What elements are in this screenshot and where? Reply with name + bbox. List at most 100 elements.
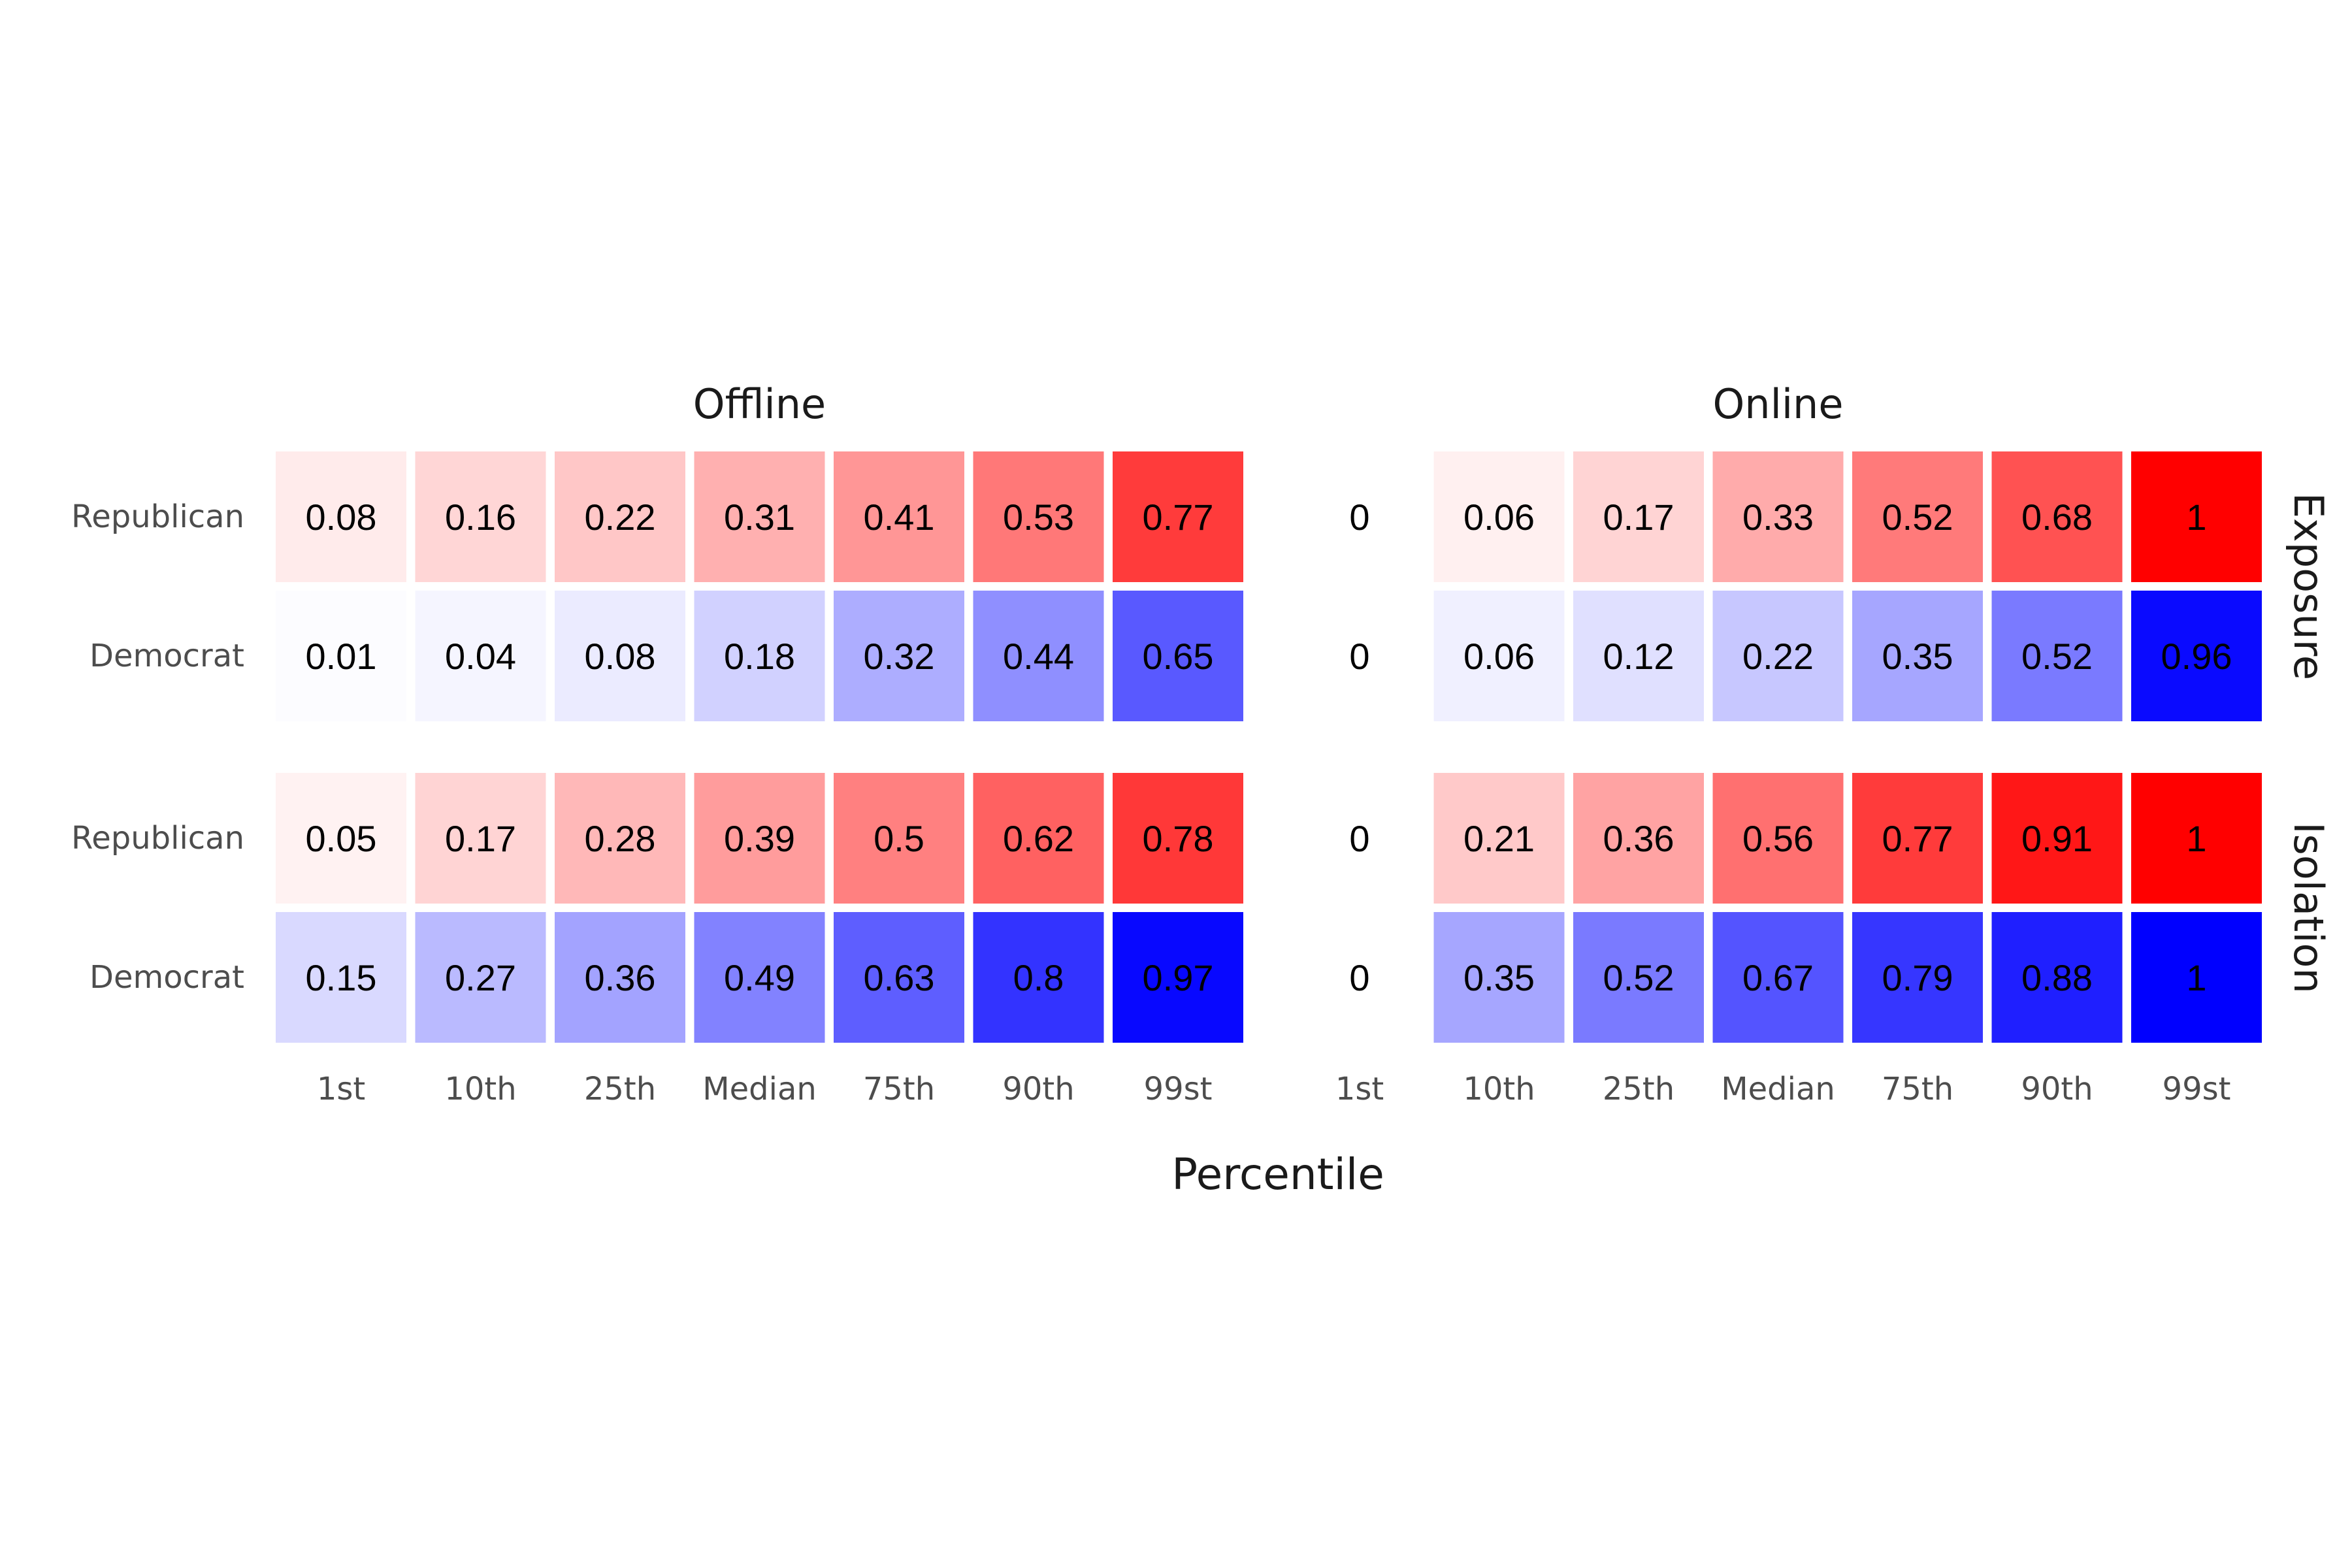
heatmap-cell-offline-exposure-democrat-90th <box>973 591 1104 721</box>
cell-value-label: 0.32 <box>864 636 935 677</box>
heatmap-cell-online-exposure-democrat-25th <box>1573 591 1704 721</box>
heatmap-cell-offline-exposure-democrat-10th <box>415 591 546 721</box>
heatmap-cell-offline-isolation-democrat-90th <box>973 912 1104 1043</box>
facet-title-online: Online <box>1713 380 1844 428</box>
heatmap-cell-offline-isolation-republican-75th <box>834 773 964 904</box>
x-tick-label-offline-75th: 75th <box>863 1071 935 1107</box>
heatmap-cell-online-exposure-republican-1st <box>1294 451 1425 582</box>
cell-value-label: 0.77 <box>1882 818 1953 859</box>
cell-value-label: 0.53 <box>1003 497 1074 538</box>
cell-value-label: 0.56 <box>1742 818 1814 859</box>
heatmap-cell-online-isolation-republican-1st <box>1294 773 1425 904</box>
cell-value-label: 0 <box>1349 957 1369 998</box>
x-tick-label-online-75th: 75th <box>1882 1071 1953 1107</box>
heatmap-cell-offline-exposure-republican-10th <box>415 451 546 582</box>
heatmap-cell-online-isolation-republican-99st <box>2131 773 2262 904</box>
cell-value-label: 0.21 <box>1463 818 1535 859</box>
heatmap-cell-online-exposure-republican-99st <box>2131 451 2262 582</box>
cell-value-label: 0.06 <box>1463 636 1535 677</box>
x-tick-label-online-1st: 1st <box>1335 1071 1384 1107</box>
cell-value-label: 0.01 <box>306 636 377 677</box>
cell-value-label: 0 <box>1349 497 1369 538</box>
cell-value-label: 0.16 <box>445 497 516 538</box>
cell-value-label: 0.39 <box>724 818 795 859</box>
heatmap-cell-offline-exposure-republican-75th <box>834 451 964 582</box>
cell-value-label: 0.18 <box>724 636 795 677</box>
heatmap-cell-online-exposure-democrat-99st <box>2131 591 2262 721</box>
x-tick-label-online-median: Median <box>1721 1071 1835 1107</box>
cell-value-label: 0.15 <box>306 957 377 998</box>
cell-value-label: 1 <box>2186 497 2206 538</box>
x-tick-label-online-25th: 25th <box>1603 1071 1674 1107</box>
heatmap-cell-offline-isolation-democrat-99st <box>1113 912 1243 1043</box>
heatmap-cell-online-isolation-democrat-25th <box>1573 912 1704 1043</box>
heatmap-cell-offline-exposure-democrat-median <box>694 591 825 721</box>
heatmap-cell-offline-isolation-democrat-1st <box>276 912 406 1043</box>
heatmap-cell-online-isolation-republican-90th <box>1991 773 2123 904</box>
heatmap-cell-online-isolation-democrat-median <box>1712 912 1844 1043</box>
heatmap-cell-online-exposure-democrat-1st <box>1294 591 1425 721</box>
heatmap-cell-offline-isolation-republican-90th <box>973 773 1104 904</box>
cell-value-label: 0.05 <box>306 818 377 859</box>
cell-value-label: 0.12 <box>1603 636 1674 677</box>
cell-value-label: 0.33 <box>1742 497 1814 538</box>
heatmap-cell-offline-exposure-democrat-75th <box>834 591 964 721</box>
heatmap-cell-offline-isolation-democrat-75th <box>834 912 964 1043</box>
cell-value-label: 0.17 <box>445 818 516 859</box>
x-tick-label-online-90th: 90th <box>2021 1071 2093 1107</box>
row-label-exposure-republican: Republican <box>71 498 244 535</box>
cell-value-label: 0.17 <box>1603 497 1674 538</box>
cell-value-label: 0.44 <box>1003 636 1074 677</box>
cell-value-label: 0.08 <box>306 497 377 538</box>
cell-value-label: 0.04 <box>445 636 516 677</box>
heatmap-cell-online-isolation-republican-75th <box>1852 773 1983 904</box>
cell-value-label: 0.06 <box>1463 497 1535 538</box>
cell-value-label: 0.41 <box>864 497 935 538</box>
heatmap-cell-online-exposure-republican-75th <box>1852 451 1983 582</box>
cell-value-label: 1 <box>2186 818 2206 859</box>
heatmap-cell-offline-exposure-republican-median <box>694 451 825 582</box>
cell-value-label: 0.97 <box>1143 957 1214 998</box>
cell-value-label: 0.68 <box>2021 497 2093 538</box>
x-tick-label-online-99st: 99st <box>2163 1071 2231 1107</box>
heatmap-cell-offline-isolation-republican-median <box>694 773 825 904</box>
heatmap-cell-online-isolation-democrat-10th <box>1433 912 1565 1043</box>
facet-strip-exposure: Exposure <box>2285 493 2332 680</box>
heatmap-cell-offline-exposure-democrat-99st <box>1113 591 1243 721</box>
cell-value-label: 0.36 <box>585 957 656 998</box>
cell-value-label: 0.62 <box>1003 818 1074 859</box>
heatmap-cell-online-isolation-republican-25th <box>1573 773 1704 904</box>
heatmap-cell-online-exposure-republican-median <box>1712 451 1844 582</box>
heatmap-cell-online-isolation-republican-median <box>1712 773 1844 904</box>
heatmap-cell-offline-isolation-democrat-10th <box>415 912 546 1043</box>
heatmap-cell-online-exposure-republican-10th <box>1433 451 1565 582</box>
heatmap-cell-online-exposure-republican-90th <box>1991 451 2123 582</box>
x-tick-label-online-10th: 10th <box>1463 1071 1535 1107</box>
heatmap-cell-online-exposure-democrat-75th <box>1852 591 1983 721</box>
heatmap-cell-online-isolation-democrat-75th <box>1852 912 1983 1043</box>
x-tick-label-offline-median: Median <box>702 1071 817 1107</box>
heatmap-cell-offline-isolation-democrat-median <box>694 912 825 1043</box>
heatmap-cell-online-isolation-republican-10th <box>1433 773 1565 904</box>
cell-value-label: 0.63 <box>864 957 935 998</box>
cell-value-label: 0.27 <box>445 957 516 998</box>
cell-value-label: 1 <box>2186 957 2206 998</box>
heatmap-cell-offline-exposure-republican-25th <box>555 451 685 582</box>
cell-value-label: 0.36 <box>1603 818 1674 859</box>
heatmap-cell-offline-isolation-republican-1st <box>276 773 406 904</box>
cell-value-label: 0 <box>1349 818 1369 859</box>
cell-value-label: 0.52 <box>1603 957 1674 998</box>
x-axis-title: Percentile <box>1171 1149 1384 1200</box>
cell-value-label: 0.65 <box>1143 636 1214 677</box>
cell-value-label: 0.77 <box>1143 497 1214 538</box>
cell-value-label: 0.08 <box>585 636 656 677</box>
heatmap-cell-online-exposure-democrat-median <box>1712 591 1844 721</box>
heatmap-cell-online-isolation-democrat-90th <box>1991 912 2123 1043</box>
facet-strip-isolation: Isolation <box>2285 822 2332 994</box>
x-tick-label-offline-25th: 25th <box>584 1071 656 1107</box>
cell-value-label: 0.52 <box>2021 636 2093 677</box>
heatmap-cell-offline-isolation-republican-99st <box>1113 773 1243 904</box>
row-label-isolation-democrat: Democrat <box>90 959 244 996</box>
